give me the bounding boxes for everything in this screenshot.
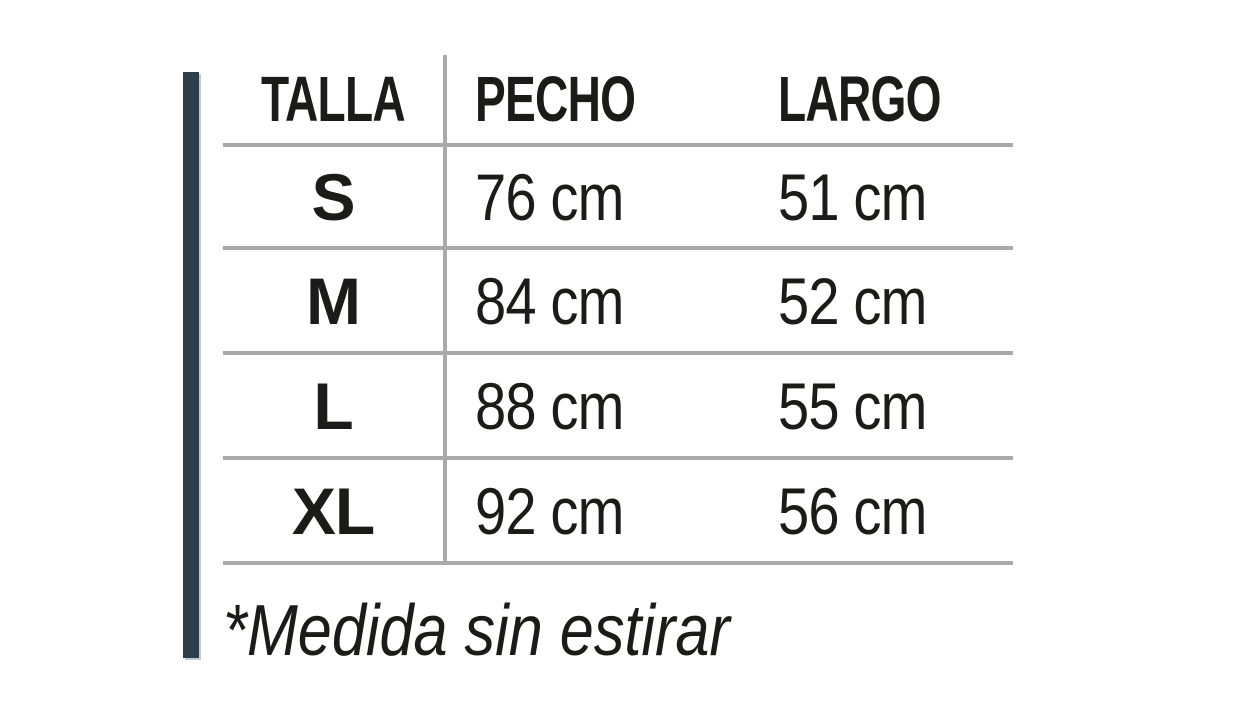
largo-value-l: 55 cm: [778, 368, 927, 443]
table-row-l-pecho-cell: 88 cm: [447, 355, 750, 460]
size-label-l: L: [313, 368, 353, 443]
header-pecho-label: PECHO: [475, 63, 636, 135]
header-cell-talla: TALLA: [223, 55, 447, 147]
table-row-xl-largo-cell: 56 cm: [750, 460, 1013, 565]
pecho-value-m: 84 cm: [475, 263, 624, 338]
header-cell-pecho: PECHO: [447, 55, 750, 147]
header-largo-label: LARGO: [778, 63, 942, 135]
size-label-xl: XL: [291, 473, 375, 548]
footnote: *Medida sin estirar: [223, 565, 819, 697]
table-row-s-size-cell: S: [223, 147, 447, 250]
size-label-m: M: [306, 263, 361, 338]
table-row-l-largo-cell: 55 cm: [750, 355, 1013, 460]
table-row-m-largo-cell: 52 cm: [750, 250, 1013, 355]
size-table: TALLA PECHO LARGO S 76 cm 51 cm M 84 cm …: [223, 55, 1013, 565]
header-talla-label: TALLA: [261, 63, 406, 135]
table-row-xl-pecho-cell: 92 cm: [447, 460, 750, 565]
header-cell-largo: LARGO: [750, 55, 1013, 147]
pecho-value-l: 88 cm: [475, 368, 624, 443]
table-row-xl-size-cell: XL: [223, 460, 447, 565]
size-label-s: S: [311, 159, 355, 234]
largo-value-xl: 56 cm: [778, 473, 927, 548]
largo-value-m: 52 cm: [778, 263, 927, 338]
table-row-m-size-cell: M: [223, 250, 447, 355]
table-row-l-size-cell: L: [223, 355, 447, 460]
pecho-value-s: 76 cm: [475, 159, 624, 234]
largo-value-s: 51 cm: [778, 159, 927, 234]
pecho-value-xl: 92 cm: [475, 473, 624, 548]
table-row-s-largo-cell: 51 cm: [750, 147, 1013, 250]
footnote-text: *Medida sin estirar: [223, 591, 730, 671]
accent-bar: [183, 72, 199, 658]
table-row-s-pecho-cell: 76 cm: [447, 147, 750, 250]
table-row-m-pecho-cell: 84 cm: [447, 250, 750, 355]
